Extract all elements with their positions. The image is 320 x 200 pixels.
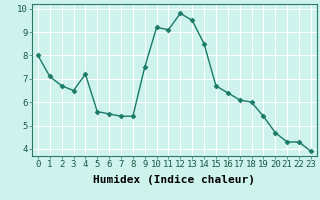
X-axis label: Humidex (Indice chaleur): Humidex (Indice chaleur) [93, 175, 255, 185]
